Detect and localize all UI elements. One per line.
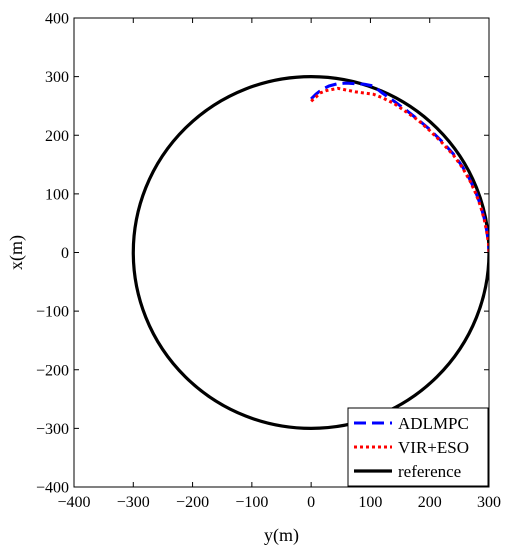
y-tick-label: 0 [61,245,69,262]
legend-label-vir-eso: VIR+ESO [398,438,469,457]
y-tick-label: 400 [45,11,69,28]
x-tick-label: −100 [235,494,268,511]
series-line-reference [131,75,489,430]
x-axis-label: y(m) [264,525,299,546]
x-tick-label: 200 [418,494,442,511]
legend-label-adlmpc: ADLMPC [398,414,469,433]
legend: ADLMPC VIR+ESO reference [347,407,489,487]
series-line-vir-eso [310,86,489,253]
x-tick-label: 100 [358,494,382,511]
x-tick-label: 300 [477,494,501,511]
y-tick-label: 200 [45,128,69,145]
y-tick-label: 100 [45,186,69,203]
y-axis-label: x(m) [6,235,27,270]
axes: −400 −300 −200 −100 0 100 200 300 −400 −300 −200 −1… [36,11,501,512]
plot-area [131,75,489,430]
y-tick-label: −400 [36,480,69,497]
y-tick-label: 300 [45,69,69,86]
y-tick-label: −100 [36,304,69,321]
legend-box [347,407,489,487]
x-tick-label: −300 [117,494,150,511]
x-tick-label: −200 [176,494,209,511]
legend-label-reference: reference [398,462,461,481]
y-tick-label: −300 [36,421,69,438]
y-tick-label: −200 [36,362,69,379]
x-tick-label: −400 [57,494,90,511]
x-tick-label: 0 [307,494,315,511]
